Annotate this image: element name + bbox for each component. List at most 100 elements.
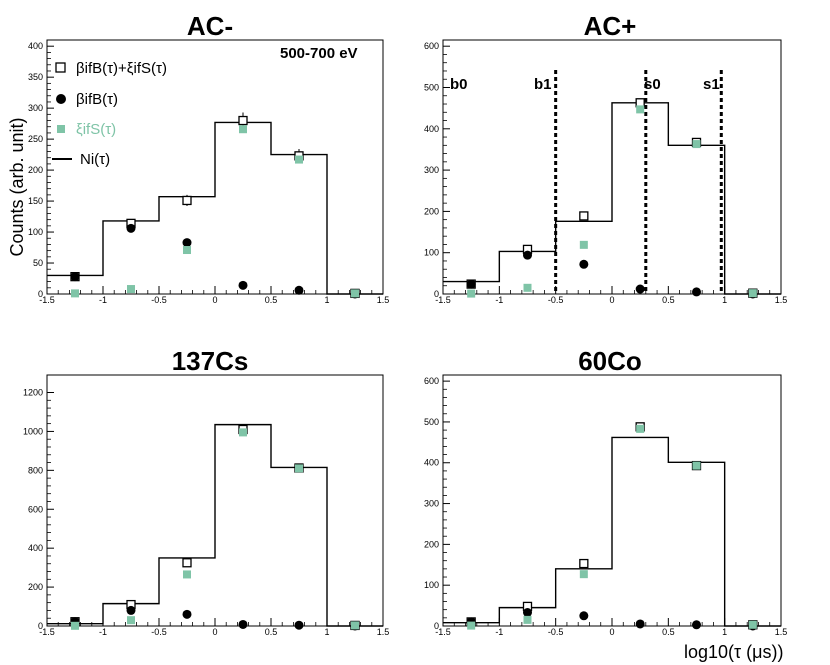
y-tick-label: 150 (28, 196, 43, 206)
point-signal (351, 289, 359, 298)
x-tick-label: -1 (495, 627, 503, 637)
point-signal (467, 289, 476, 298)
panel-title-ac-plus: AC+ (584, 11, 637, 41)
point-signal (692, 140, 701, 149)
point-background (126, 605, 136, 615)
y-tick-label: 200 (424, 206, 439, 216)
point-signal (127, 285, 135, 294)
y-tick-label: 0 (434, 289, 439, 299)
x-tick-label: -1.5 (39, 295, 55, 305)
point-background (126, 223, 136, 233)
cut-label-b0: b0 (450, 76, 468, 93)
x-tick-label: 0.5 (662, 627, 675, 637)
point-signal (71, 621, 79, 630)
point-background (579, 611, 589, 621)
point-background (182, 238, 192, 248)
point-signal (523, 283, 532, 292)
y-tick-label: 350 (28, 72, 43, 82)
y-tick-label: 600 (424, 376, 439, 386)
x-tick-label: 0 (212, 295, 217, 305)
y-tick-label: 800 (28, 465, 43, 475)
point-sum (579, 211, 589, 221)
point-background (523, 250, 532, 260)
point-signal (71, 289, 79, 298)
step-line-total (443, 102, 781, 295)
x-tick-label: 1.5 (775, 295, 788, 305)
y-tick-label: 300 (424, 499, 439, 509)
point-background (635, 619, 645, 629)
x-tick-label: 0 (609, 295, 614, 305)
y-tick-label: 400 (424, 124, 439, 134)
point-signal (523, 615, 532, 624)
legend-bkg-marker (56, 94, 66, 104)
point-signal (467, 621, 476, 630)
y-tick-label: 100 (424, 248, 439, 258)
y-tick-label: 500 (424, 417, 439, 427)
panel-title-ac-minus: AC- (187, 11, 233, 41)
point-signal (636, 424, 645, 433)
y-tick-label: 100 (28, 227, 43, 237)
point-signal (295, 464, 303, 473)
y-tick-label: 400 (424, 458, 439, 468)
point-background (294, 285, 304, 295)
x-tick-label: 1 (722, 627, 727, 637)
x-tick-label: -0.5 (151, 627, 167, 637)
point-signal (127, 616, 135, 625)
y-tick-label: 0 (38, 289, 43, 299)
y-tick-label: 200 (28, 582, 43, 592)
x-tick-label: -1.5 (435, 627, 451, 637)
cut-label-s0: s0 (644, 76, 661, 93)
x-tick-label: 1 (324, 627, 329, 637)
x-tick-label: 1.5 (775, 627, 788, 637)
point-signal (183, 246, 191, 255)
y-tick-label: 400 (28, 543, 43, 553)
point-background (692, 620, 701, 630)
x-tick-label: 0.5 (265, 627, 278, 637)
y-tick-label: 400 (28, 41, 43, 51)
point-sum (182, 195, 192, 206)
point-background (523, 608, 532, 618)
x-tick-label: 0.5 (265, 295, 278, 305)
energy-range-label: 500-700 eV (280, 45, 358, 62)
x-tick-label: -1 (99, 295, 107, 305)
x-tick-label: -1.5 (39, 627, 55, 637)
point-signal (579, 240, 588, 249)
panel-title-cs137: 137Cs (172, 346, 249, 376)
panel-cs137: 0 200 400 600 800 1000 1200 -1.5 -1 -0.5 0 0.5 1 1.5 (23, 374, 390, 637)
legend: βifB(τ)+ξifS(τ) βifB(τ) ξifS(τ) Ni(τ) (52, 60, 167, 168)
step-line-total (47, 423, 383, 627)
legend-total-label: Ni(τ) (80, 151, 110, 168)
legend-sum-marker (55, 62, 66, 73)
y-tick-label: 500 (424, 82, 439, 92)
x-tick-label: -1 (495, 295, 503, 305)
y-tick-label: 0 (38, 621, 43, 631)
point-signal (748, 289, 757, 298)
x-axis-label: log10(τ (μs)) (684, 642, 784, 662)
x-tick-label: 1.5 (377, 295, 390, 305)
point-background (294, 620, 304, 630)
y-tick-label: 1000 (23, 426, 43, 436)
point-signal (692, 461, 701, 470)
panel-co60: 0 100 200 300 400 500 600 -1.5 -1 -0.5 0 0.5 1 1.5 (424, 374, 788, 637)
y-tick-label: 1200 (23, 388, 43, 398)
cut-label-b1: b1 (534, 76, 552, 93)
y-tick-label: 100 (424, 580, 439, 590)
y-tick-label: 300 (424, 165, 439, 175)
step-line-total (443, 436, 781, 627)
legend-sig-label: ξifS(τ) (76, 121, 116, 138)
point-sum (238, 115, 248, 126)
y-tick-label: 200 (424, 539, 439, 549)
x-tick-label: -1.5 (435, 295, 451, 305)
x-tick-label: -0.5 (548, 627, 564, 637)
x-tick-label: 0.5 (662, 295, 675, 305)
x-tick-label: 1.5 (377, 627, 390, 637)
panel-ac-plus: 0 100 200 300 400 500 600 -1.5 -1 -0.5 0 0.5 1 1.5 (424, 39, 788, 305)
x-tick-label: 0 (212, 627, 217, 637)
point-background (466, 279, 476, 289)
point-signal (351, 621, 359, 630)
panel-title-co60: 60Co (578, 346, 642, 376)
legend-sig-marker (57, 125, 65, 133)
x-tick-label: -0.5 (548, 295, 564, 305)
point-signal (748, 620, 757, 629)
